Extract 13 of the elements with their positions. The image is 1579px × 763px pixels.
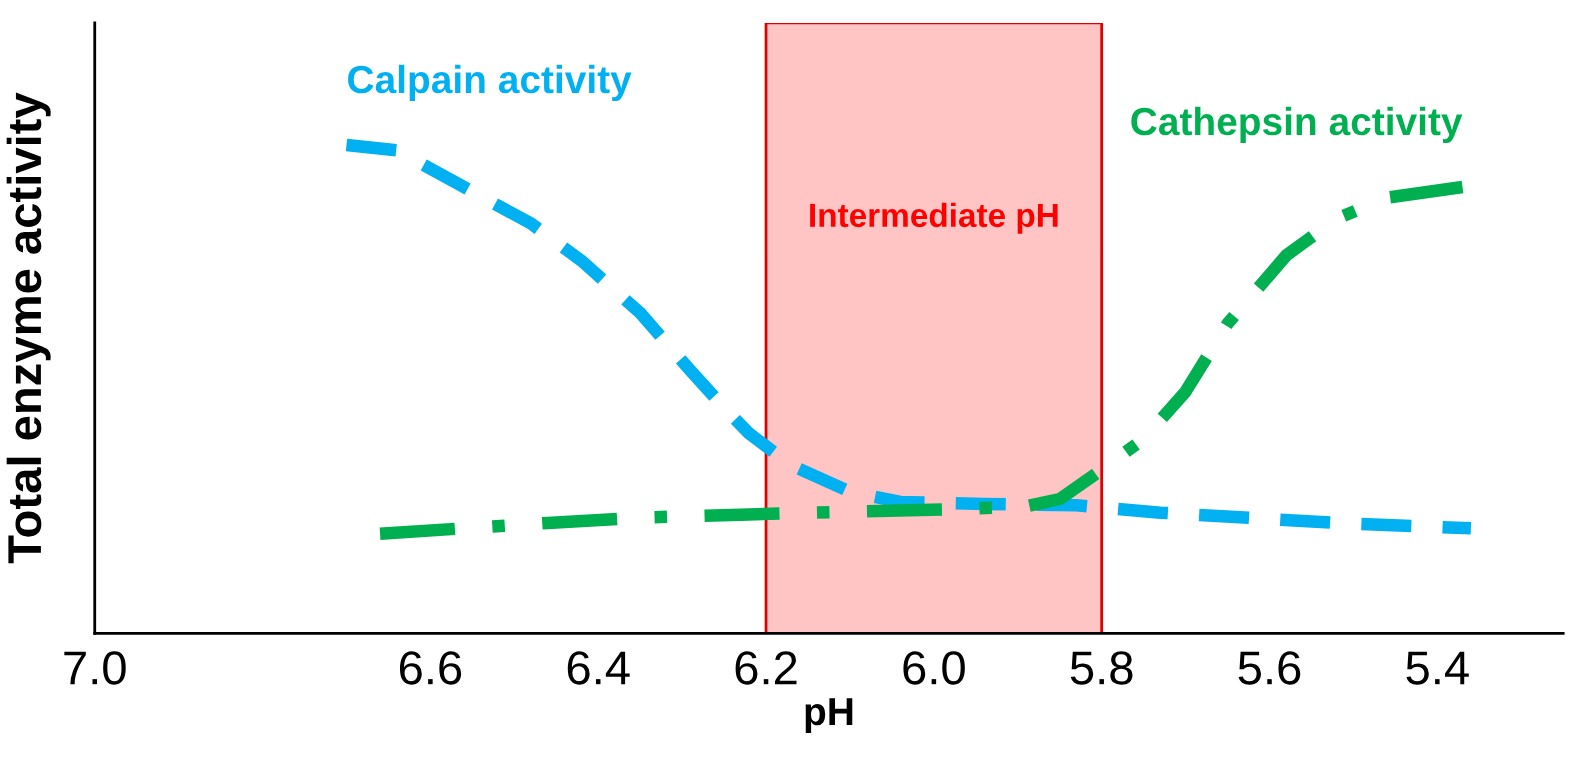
band-label: Intermediate pH	[810, 202, 1058, 234]
y-axis-title: Total enzyme activity	[6, 92, 51, 564]
x-tick-label: 6.2	[735, 651, 797, 685]
x-axis-title: pH	[805, 698, 853, 734]
series-label: Cathepsin activity	[1131, 106, 1463, 144]
x-tick-label: 6.6	[399, 651, 462, 685]
x-tick-label: 6.0	[903, 651, 965, 685]
x-tick-label: 5.8	[1070, 651, 1133, 685]
x-tick-label: 5.6	[1238, 651, 1301, 685]
series-label: Calpain activity	[348, 64, 632, 102]
x-tick-label: 7.0	[64, 651, 126, 685]
x-tick-label: 5.4	[1406, 651, 1469, 685]
x-tick-label: 6.4	[567, 651, 630, 685]
